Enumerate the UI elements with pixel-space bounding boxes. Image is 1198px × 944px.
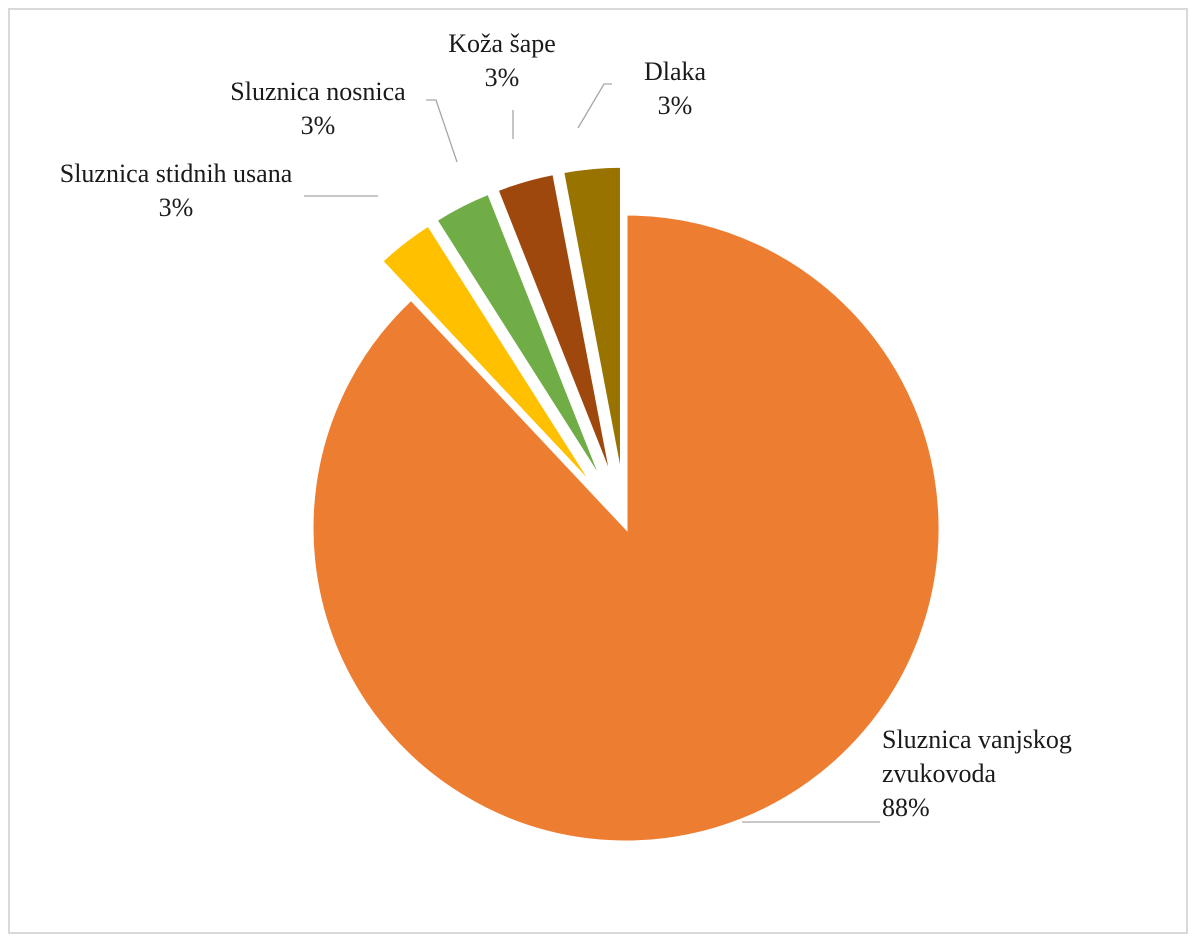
data-label-4: Koža šape 3% <box>448 29 556 92</box>
leader-line-3 <box>426 99 458 163</box>
data-label-3: Sluznica nosnica 3% <box>230 77 406 140</box>
leader-lines <box>304 83 880 823</box>
leader-line-5 <box>577 83 612 129</box>
pie-slice-2 <box>379 222 598 492</box>
data-label-5: Dlaka 3% <box>644 57 707 120</box>
pie-slice-5 <box>560 164 623 481</box>
data-label-1: Sluznica vanjskog zvukovoda 88% <box>882 725 1072 822</box>
pie-slice-3 <box>433 191 606 487</box>
pie-slices <box>310 164 942 844</box>
data-label-2: Sluznica stidnih usana 3% <box>60 159 293 222</box>
pie-slice-1 <box>310 212 942 844</box>
data-labels: Sluznica vanjskog zvukovoda 88% Sluznica st… <box>60 29 1072 822</box>
pie-slice-4 <box>495 171 615 483</box>
